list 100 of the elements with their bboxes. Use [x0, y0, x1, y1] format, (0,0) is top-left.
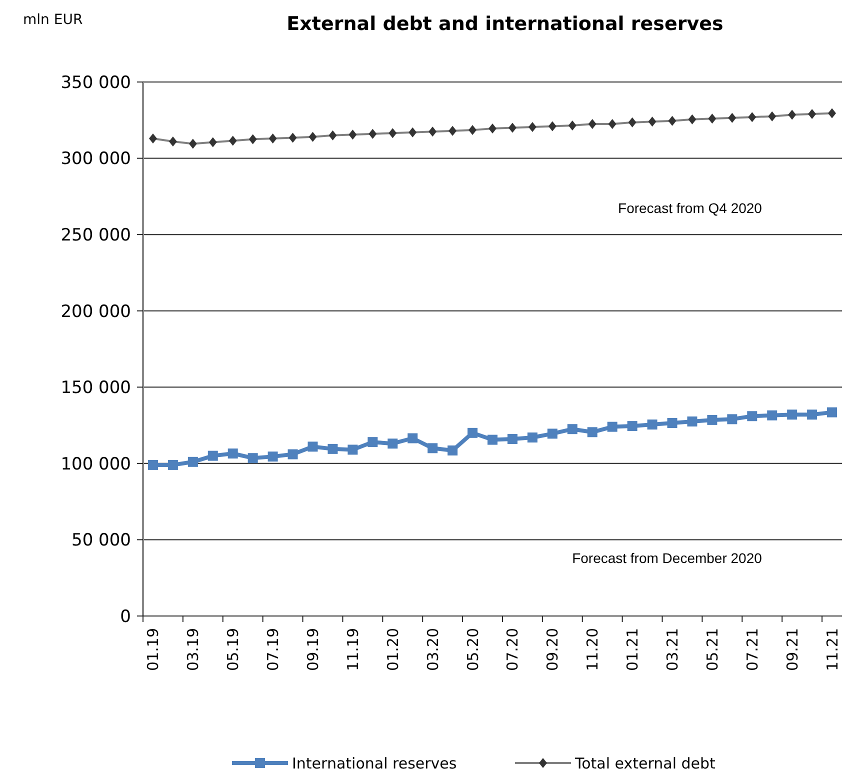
y-tick-label: 50 000	[72, 530, 131, 551]
point	[148, 460, 158, 470]
point	[607, 422, 618, 432]
point	[547, 428, 558, 439]
y-tick-label: 350 000	[60, 72, 131, 93]
x-tick-label: 05.19	[224, 628, 242, 671]
point	[308, 442, 318, 452]
point	[248, 453, 258, 464]
annotation: Forecast from Q4 2020	[618, 200, 762, 216]
point	[288, 132, 297, 143]
point	[368, 437, 378, 448]
point	[667, 418, 678, 428]
point	[328, 444, 338, 454]
point	[328, 130, 337, 140]
point	[408, 433, 418, 444]
point	[488, 434, 498, 445]
x-tick-label: 07.21	[743, 628, 762, 671]
point	[308, 132, 317, 142]
point	[727, 414, 738, 424]
x-tick-label: 11.21	[823, 628, 842, 671]
point	[588, 118, 596, 129]
point	[807, 410, 818, 420]
point	[488, 124, 496, 134]
legend-label: International reserves	[292, 754, 457, 772]
y-tick-label: 250 000	[60, 226, 131, 246]
point	[428, 443, 438, 454]
point	[508, 122, 516, 133]
x-tick-label: 11.19	[344, 628, 362, 671]
point	[687, 416, 698, 426]
point	[188, 138, 197, 149]
point	[168, 460, 178, 470]
point	[747, 411, 758, 422]
y-tick-label: 300 000	[60, 149, 131, 170]
x-tick-label: 03.19	[184, 628, 202, 671]
x-tick-label: 07.19	[264, 628, 282, 671]
x-tick-label: 05.21	[703, 628, 722, 671]
point	[448, 445, 458, 456]
point	[548, 121, 556, 132]
x-tick-label: 07.20	[504, 628, 522, 671]
x-tick-label: 03.20	[424, 628, 442, 671]
point	[728, 112, 736, 123]
x-tick-label: 09.21	[783, 628, 802, 671]
point	[208, 450, 218, 461]
point	[808, 109, 816, 120]
point	[647, 420, 658, 430]
x-tick-label: 11.20	[584, 628, 602, 671]
point	[708, 114, 716, 124]
x-tick-label: 03.21	[663, 628, 682, 671]
point	[388, 128, 397, 138]
point	[827, 407, 838, 418]
point	[527, 432, 538, 442]
point	[468, 428, 478, 438]
point	[787, 410, 798, 420]
point	[668, 116, 676, 126]
point	[348, 130, 357, 140]
point	[788, 110, 796, 120]
point	[168, 136, 177, 147]
point	[208, 137, 217, 148]
x-tick-label: 09.20	[544, 628, 562, 671]
y-tick-label: 150 000	[60, 378, 131, 398]
point	[528, 122, 536, 132]
point	[268, 133, 277, 144]
point	[448, 126, 457, 136]
point	[828, 108, 836, 118]
point	[627, 421, 638, 432]
x-tick-label: 01.19	[144, 628, 162, 671]
point	[248, 134, 257, 144]
annotation: Forecast from December 2020	[572, 550, 762, 566]
point	[468, 125, 477, 136]
chart-title: External debt and international reserves	[286, 13, 724, 35]
y-tick-label: 0	[120, 606, 131, 627]
point	[628, 117, 636, 128]
point	[707, 414, 718, 425]
point	[428, 126, 437, 137]
x-tick-label: 09.19	[304, 628, 322, 671]
point	[288, 449, 298, 460]
point	[388, 438, 398, 449]
point	[608, 118, 616, 129]
point	[148, 133, 157, 144]
point	[768, 111, 776, 122]
x-tick-label: 01.21	[624, 628, 642, 671]
point	[268, 452, 278, 462]
point	[368, 128, 377, 139]
y-axis-title: mln EUR	[23, 12, 83, 28]
legend-label: Total external debt	[574, 754, 716, 772]
x-tick-label: 05.20	[464, 628, 482, 671]
point	[507, 434, 518, 444]
x-tick-label: 01.20	[384, 628, 402, 671]
point	[228, 448, 238, 459]
point	[348, 444, 358, 455]
y-tick-label: 100 000	[60, 454, 131, 474]
point	[228, 136, 237, 146]
point	[568, 120, 576, 130]
y-tick-label: 200 000	[60, 302, 131, 322]
point	[188, 456, 198, 467]
point	[648, 116, 656, 127]
point	[688, 114, 696, 124]
point	[767, 410, 778, 420]
point	[408, 127, 417, 138]
point	[748, 112, 756, 122]
